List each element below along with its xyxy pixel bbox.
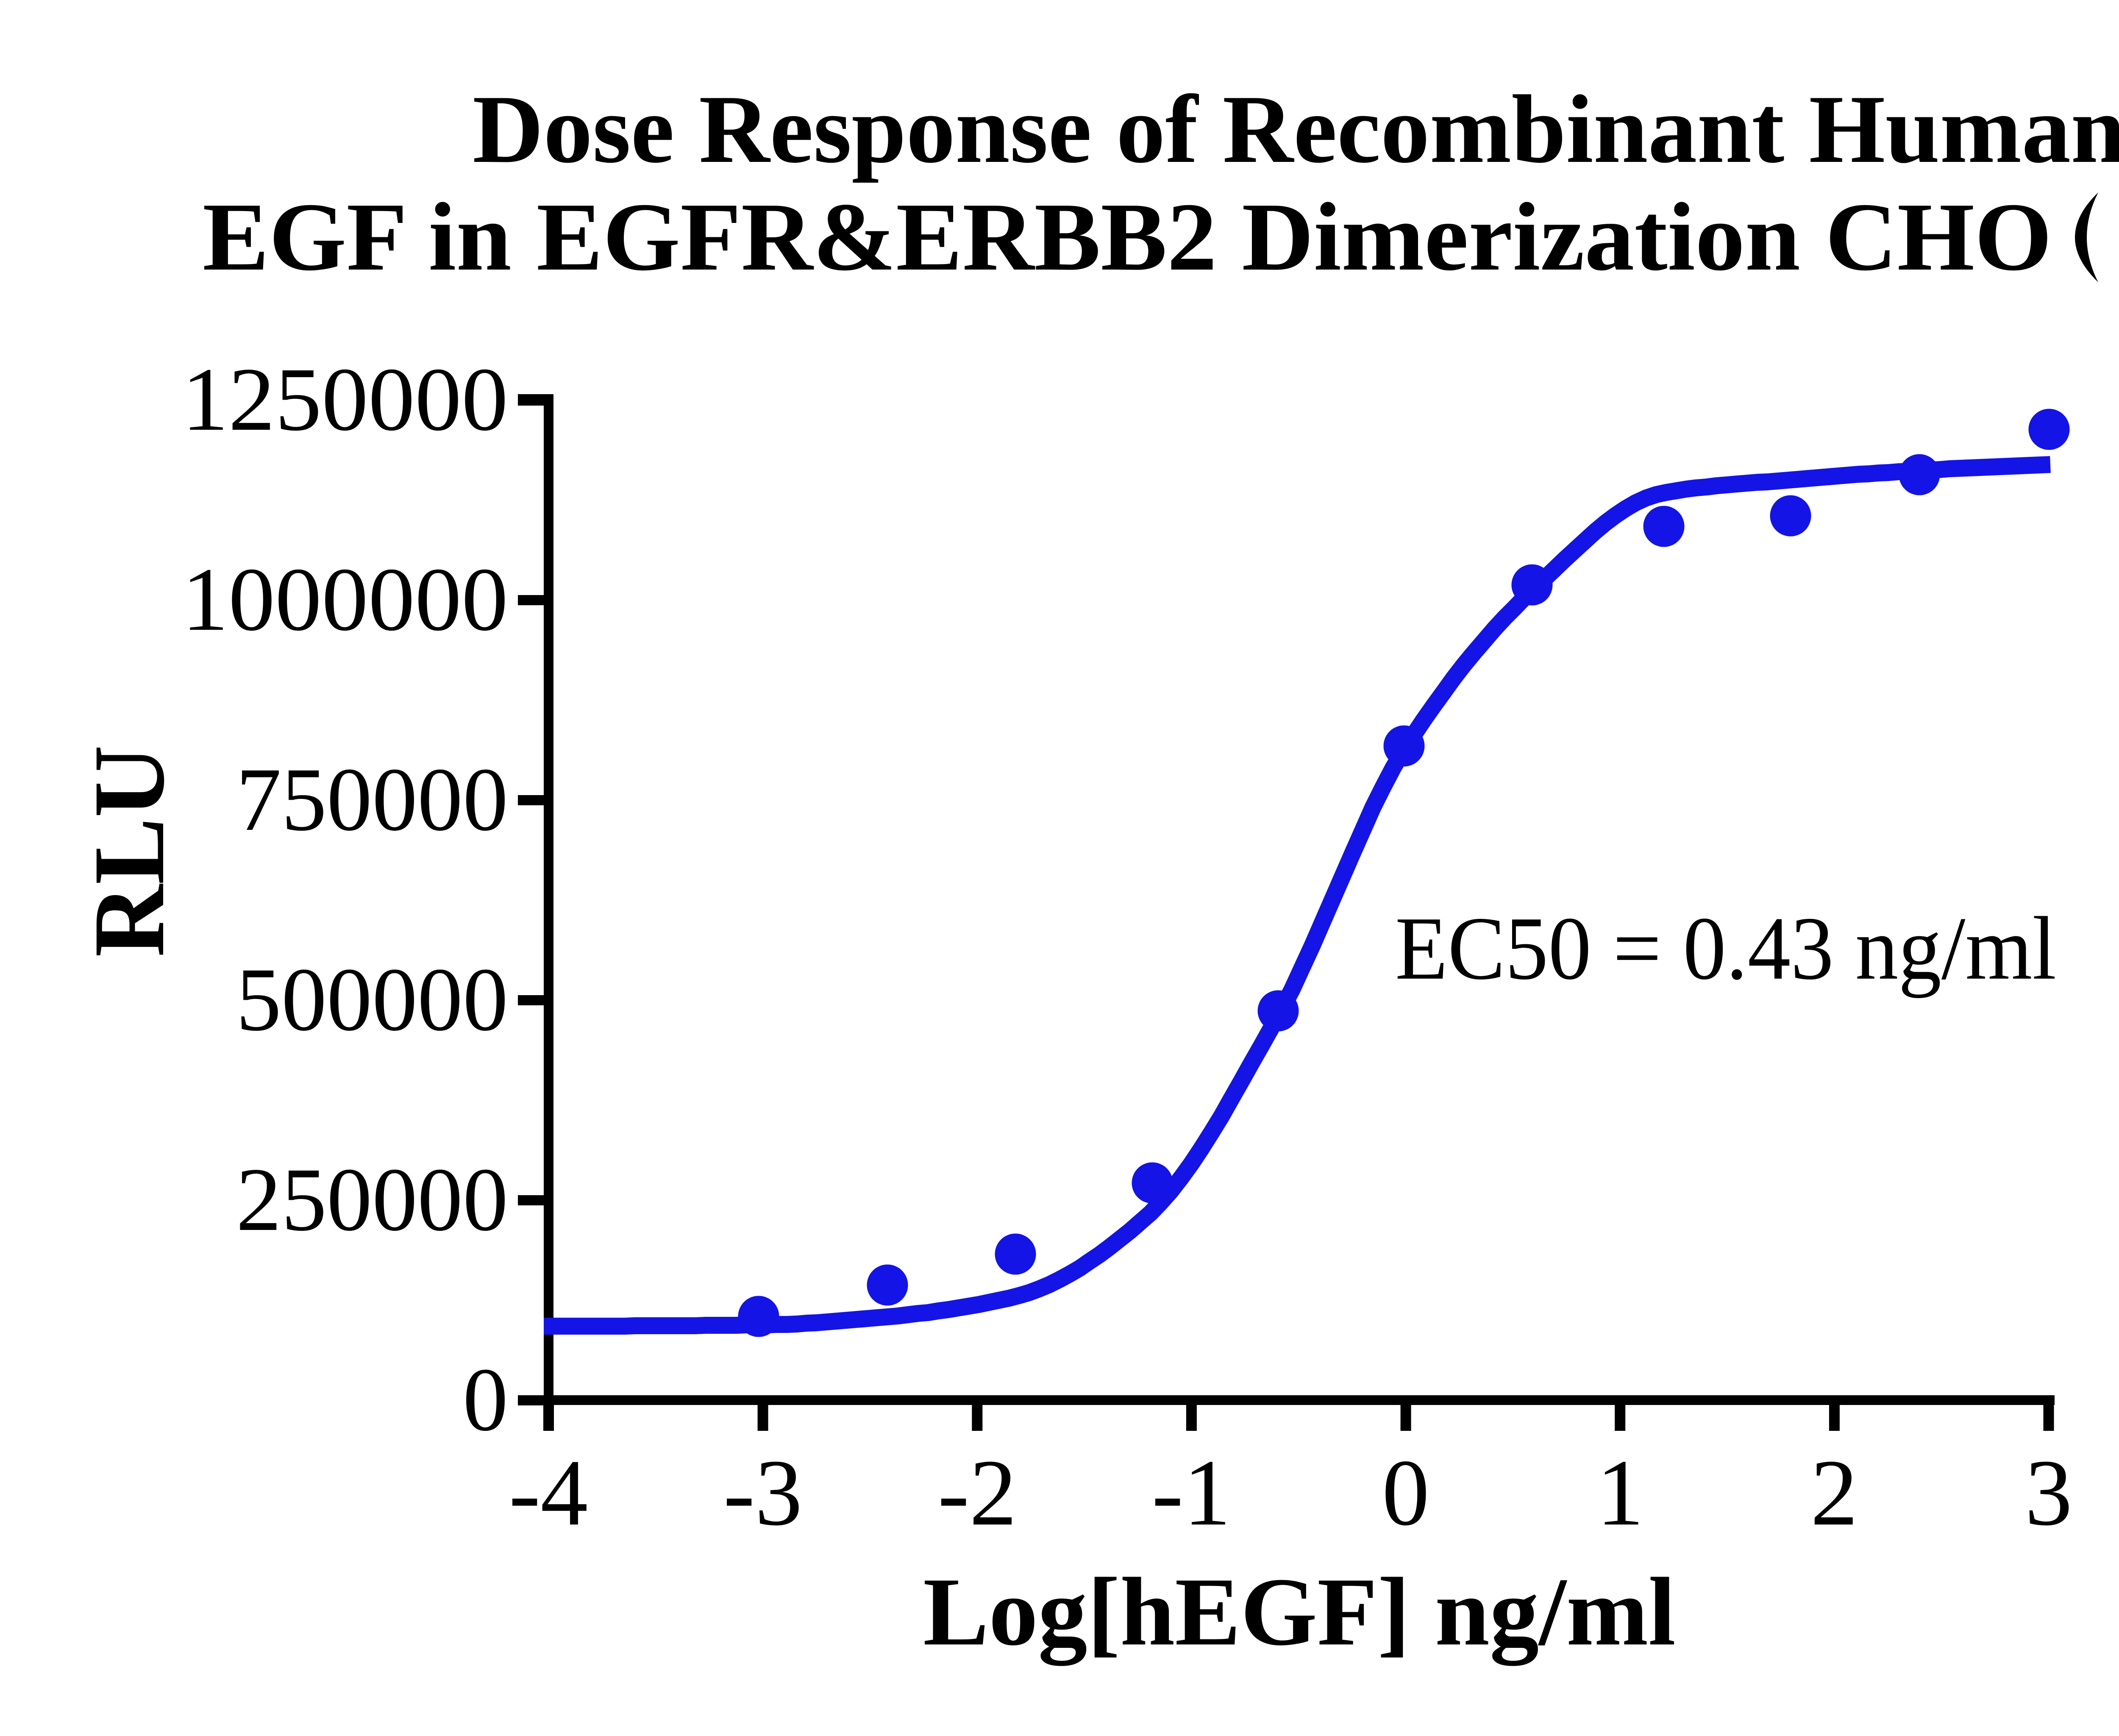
svg-text:0: 0	[463, 1349, 508, 1450]
svg-text:0: 0	[1382, 1440, 1429, 1545]
svg-text:-4: -4	[509, 1440, 588, 1545]
svg-text:EGF in EGFR&ERBB2 Dimerization: EGF in EGFR&ERBB2 Dimerization CHO	[203, 183, 2052, 291]
svg-text:2: 2	[1810, 1440, 1858, 1545]
svg-text:750000: 750000	[236, 749, 508, 850]
svg-text:1: 1	[1596, 1440, 1644, 1545]
svg-text:-2: -2	[938, 1440, 1017, 1545]
svg-text:1250000: 1250000	[182, 349, 508, 450]
svg-text:Log[hEGF] ng/ml: Log[hEGF] ng/ml	[923, 1558, 1676, 1666]
svg-text:3: 3	[2025, 1440, 2072, 1545]
svg-text:Dose Response of Recombinant H: Dose Response of Recombinant Human	[473, 75, 2119, 183]
svg-text:EC50 = 0.43 ng/ml: EC50 = 0.43 ng/ml	[1395, 899, 2056, 999]
svg-text:-1: -1	[1152, 1440, 1231, 1545]
svg-text:250000: 250000	[236, 1149, 508, 1250]
svg-text:500000: 500000	[236, 949, 508, 1050]
svg-text:-3: -3	[723, 1440, 803, 1545]
svg-text:1000000: 1000000	[182, 549, 508, 650]
svg-text:RLU: RLU	[72, 745, 185, 957]
